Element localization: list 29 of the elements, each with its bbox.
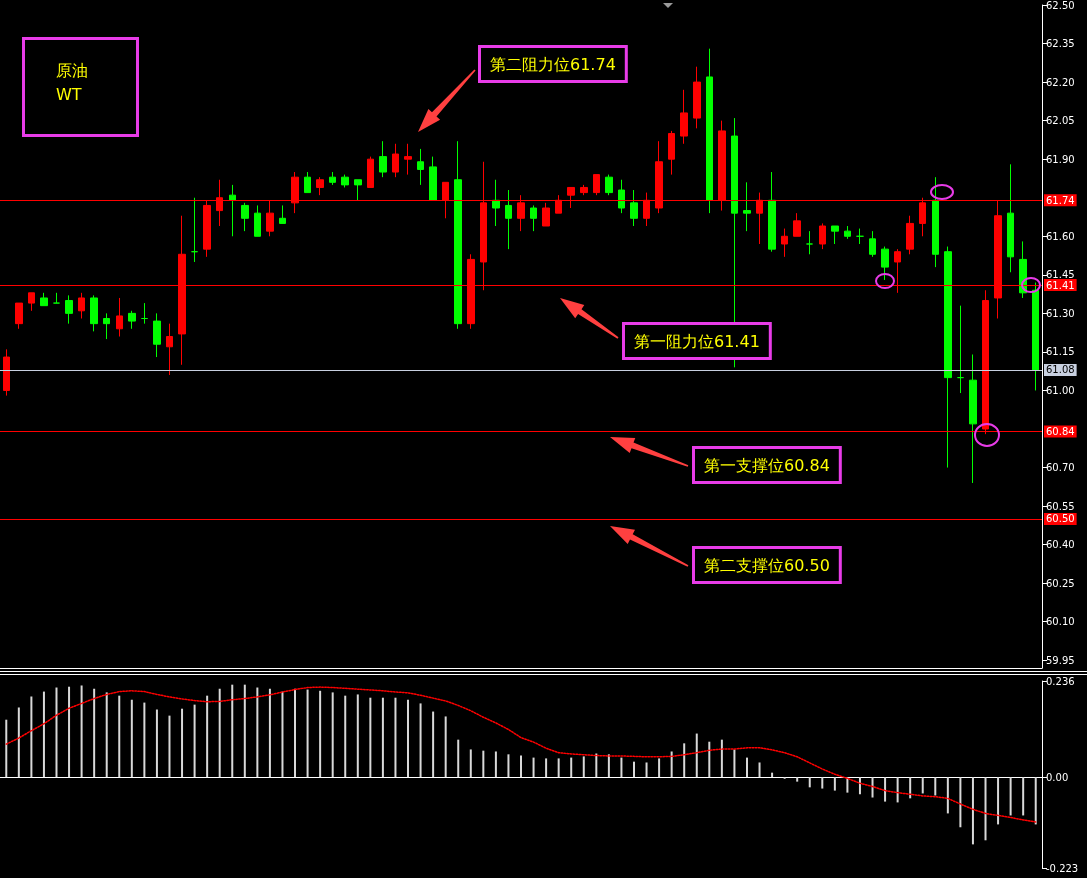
y-tick-label: 0.00 <box>1046 771 1069 783</box>
ref-line-label: 60.50 <box>1046 513 1075 525</box>
ref-line-label: 61.08 <box>1046 364 1075 376</box>
y-tick-label: 60.70 <box>1046 462 1075 474</box>
text: 原油 WT <box>56 60 88 104</box>
y-tick-label: 62.50 <box>1046 0 1075 11</box>
y-tick-label: 60.55 <box>1046 500 1075 512</box>
y-tick-label: 0.236 <box>1046 675 1075 687</box>
annotation: 第一支撑位60.84 <box>704 455 830 475</box>
y-tick-label: 60.10 <box>1046 616 1075 628</box>
ref-line-label: 60.84 <box>1046 426 1075 438</box>
ref-line-label: 61.74 <box>1046 194 1075 206</box>
y-tick-label: 59.95 <box>1046 654 1075 666</box>
annotation: 第二阻力位61.74 <box>490 54 616 74</box>
annotation: 第二支撑位60.50 <box>704 555 830 575</box>
y-tick-label: 62.05 <box>1046 115 1075 127</box>
y-tick-label: 61.30 <box>1046 307 1075 319</box>
annotation: 第一阻力位61.41 <box>634 331 760 351</box>
y-tick-label: 61.45 <box>1046 269 1075 281</box>
y-tick-label: 61.60 <box>1046 230 1075 242</box>
y-tick-label: 62.20 <box>1046 76 1075 88</box>
y-tick-label: 62.35 <box>1046 38 1075 50</box>
y-tick-label: 60.40 <box>1046 539 1075 551</box>
ref-line-label: 61.41 <box>1046 279 1075 291</box>
y-tick-label: 61.90 <box>1046 153 1075 165</box>
y-tick-label: 61.00 <box>1046 384 1075 396</box>
y-tick-label: 60.25 <box>1046 577 1075 589</box>
y-tick-label: 61.15 <box>1046 346 1075 358</box>
y-tick-label: -0.223 <box>1046 862 1079 874</box>
